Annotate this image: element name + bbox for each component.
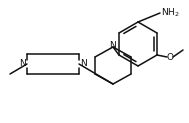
Text: N: N (19, 60, 26, 69)
Text: N: N (80, 60, 87, 69)
Text: N: N (110, 41, 116, 51)
Text: NH$_2$: NH$_2$ (161, 7, 180, 19)
Text: O: O (167, 53, 174, 62)
